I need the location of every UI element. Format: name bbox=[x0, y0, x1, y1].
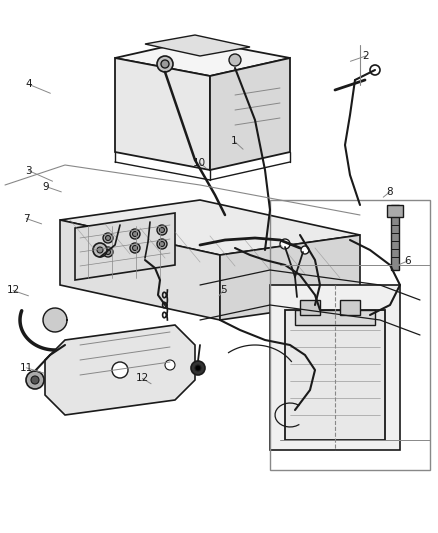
Polygon shape bbox=[145, 35, 250, 56]
Circle shape bbox=[157, 56, 173, 72]
Circle shape bbox=[93, 243, 107, 257]
Circle shape bbox=[280, 239, 290, 249]
Circle shape bbox=[106, 249, 110, 254]
Text: 12: 12 bbox=[7, 286, 20, 295]
Circle shape bbox=[130, 243, 140, 253]
Circle shape bbox=[103, 233, 113, 243]
Polygon shape bbox=[43, 308, 67, 332]
Polygon shape bbox=[115, 58, 210, 170]
Bar bbox=[270, 285, 400, 450]
Text: 2: 2 bbox=[362, 51, 369, 61]
Bar bbox=[391, 205, 399, 270]
Circle shape bbox=[157, 239, 167, 249]
Text: 6: 6 bbox=[404, 256, 411, 266]
Circle shape bbox=[229, 54, 241, 66]
Bar bbox=[340, 300, 360, 315]
Circle shape bbox=[97, 247, 103, 253]
Text: 3: 3 bbox=[25, 166, 32, 175]
Text: 9: 9 bbox=[42, 182, 49, 191]
Polygon shape bbox=[75, 213, 175, 280]
Text: 8: 8 bbox=[386, 187, 393, 197]
Polygon shape bbox=[115, 40, 290, 76]
Circle shape bbox=[133, 231, 138, 237]
Circle shape bbox=[26, 371, 44, 389]
Circle shape bbox=[159, 228, 165, 232]
Circle shape bbox=[191, 361, 205, 375]
Circle shape bbox=[133, 246, 138, 251]
Circle shape bbox=[103, 247, 113, 257]
Text: 7: 7 bbox=[23, 214, 30, 223]
Circle shape bbox=[130, 229, 140, 239]
Circle shape bbox=[157, 225, 167, 235]
Text: 1: 1 bbox=[231, 136, 238, 146]
Text: 5: 5 bbox=[220, 286, 227, 295]
Bar bbox=[387, 205, 403, 217]
Text: 4: 4 bbox=[25, 79, 32, 89]
Polygon shape bbox=[60, 200, 360, 255]
Polygon shape bbox=[220, 235, 360, 320]
Text: 11: 11 bbox=[20, 363, 33, 373]
Polygon shape bbox=[45, 325, 195, 415]
Polygon shape bbox=[60, 220, 220, 320]
Circle shape bbox=[112, 362, 128, 378]
Circle shape bbox=[31, 376, 39, 384]
Circle shape bbox=[161, 60, 169, 68]
Circle shape bbox=[370, 65, 380, 75]
Circle shape bbox=[301, 246, 309, 254]
Bar bbox=[300, 300, 320, 315]
Circle shape bbox=[165, 360, 175, 370]
Text: 10: 10 bbox=[193, 158, 206, 167]
Circle shape bbox=[195, 365, 201, 371]
Bar bbox=[295, 310, 375, 325]
Circle shape bbox=[106, 236, 110, 240]
Text: 12: 12 bbox=[136, 374, 149, 383]
Bar bbox=[285, 310, 385, 440]
Polygon shape bbox=[210, 58, 290, 170]
Circle shape bbox=[159, 241, 165, 246]
